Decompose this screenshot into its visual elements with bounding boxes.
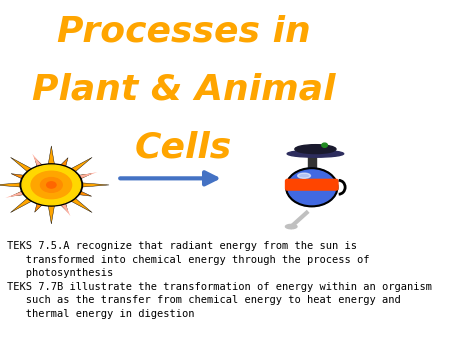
Ellipse shape xyxy=(31,171,72,199)
Polygon shape xyxy=(68,158,92,173)
Text: TEKS 7.5.A recognize that radiant energy from the sun is
   transformed into che: TEKS 7.5.A recognize that radiant energy… xyxy=(7,241,432,319)
Ellipse shape xyxy=(20,164,82,206)
Ellipse shape xyxy=(287,150,344,157)
Polygon shape xyxy=(10,158,34,173)
Polygon shape xyxy=(79,183,109,187)
Text: Processes in: Processes in xyxy=(57,15,310,49)
Polygon shape xyxy=(76,174,92,180)
Ellipse shape xyxy=(297,173,310,178)
Text: Cells: Cells xyxy=(135,130,232,165)
Ellipse shape xyxy=(22,165,81,205)
Polygon shape xyxy=(75,172,98,180)
Polygon shape xyxy=(11,190,27,196)
Ellipse shape xyxy=(286,168,338,207)
Ellipse shape xyxy=(47,182,56,188)
Polygon shape xyxy=(59,201,71,216)
Text: Plant & Animal: Plant & Animal xyxy=(32,73,335,107)
Polygon shape xyxy=(48,146,55,166)
Ellipse shape xyxy=(295,145,336,153)
FancyBboxPatch shape xyxy=(308,155,315,168)
Polygon shape xyxy=(76,190,92,196)
Polygon shape xyxy=(48,204,55,224)
FancyBboxPatch shape xyxy=(286,179,338,190)
Polygon shape xyxy=(35,201,44,212)
Polygon shape xyxy=(0,183,23,187)
Polygon shape xyxy=(10,197,34,213)
Polygon shape xyxy=(59,201,68,212)
Ellipse shape xyxy=(285,224,297,229)
Polygon shape xyxy=(11,174,27,180)
Polygon shape xyxy=(5,190,28,198)
Polygon shape xyxy=(59,158,68,168)
Polygon shape xyxy=(35,158,44,168)
Polygon shape xyxy=(32,154,44,169)
Ellipse shape xyxy=(322,143,328,147)
Ellipse shape xyxy=(40,177,62,192)
Polygon shape xyxy=(68,197,92,213)
